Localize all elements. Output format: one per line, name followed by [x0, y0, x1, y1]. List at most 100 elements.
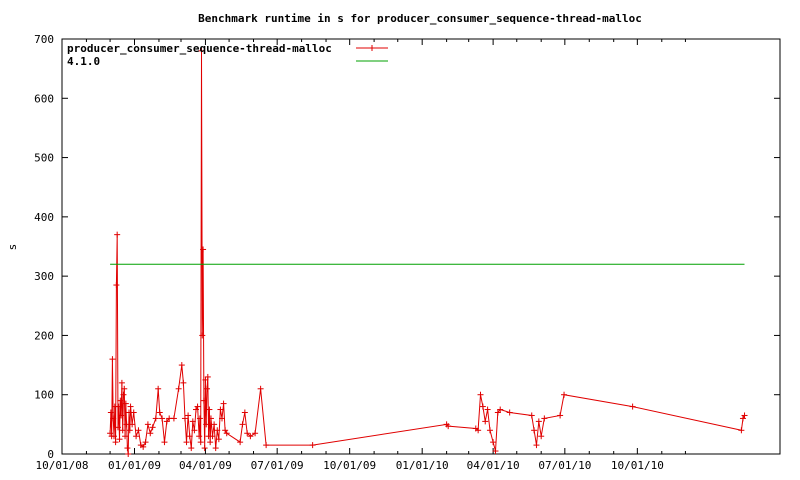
data-point: [214, 427, 221, 434]
data-point: [112, 439, 119, 446]
data-point: [191, 427, 198, 434]
data-point: [211, 421, 218, 428]
data-point: [114, 424, 121, 431]
data-point: [538, 433, 545, 440]
x-tick-label: 01/01/10: [396, 459, 449, 472]
data-point: [629, 403, 636, 410]
data-point: [181, 415, 188, 422]
data-point: [218, 415, 225, 422]
data-point: [535, 418, 542, 425]
data-point: [118, 379, 125, 386]
data-point: [217, 406, 224, 413]
y-axis-label: s: [6, 244, 19, 251]
data-point: [482, 418, 489, 425]
data-point: [183, 439, 190, 446]
x-tick-label: 07/01/10: [538, 459, 591, 472]
data-point: [204, 373, 211, 380]
data-point: [497, 406, 504, 413]
data-point: [156, 409, 163, 416]
data-point: [206, 406, 213, 413]
data-point: [127, 403, 134, 410]
data-point: [239, 421, 246, 428]
data-point: [222, 427, 229, 434]
x-axis: 10/01/08 01/01/09 04/01/09 07/01/09 10/01/09…: [36, 39, 686, 472]
data-point: [133, 433, 140, 440]
data-point: [198, 47, 205, 54]
data-point: [116, 436, 123, 443]
data-point: [147, 430, 154, 437]
data-point: [194, 403, 201, 410]
data-point: [257, 385, 264, 392]
legend: producer_consumer_sequence-thread-malloc…: [67, 42, 388, 68]
x-tick-label: 10/01/10: [611, 459, 664, 472]
data-point: [196, 433, 203, 440]
data-point: [189, 418, 196, 425]
y-tick-label: 0: [47, 448, 54, 461]
data-point: [149, 424, 156, 431]
data-point: [203, 421, 210, 428]
y-tick-label: 200: [34, 329, 54, 342]
data-point: [541, 415, 548, 422]
data-point: [118, 412, 125, 419]
data-point: [204, 385, 211, 392]
data-point: [122, 433, 129, 440]
data-point: [188, 445, 195, 452]
y-tick-label: 300: [34, 270, 54, 283]
data-point: [475, 427, 482, 434]
data-point: [175, 385, 182, 392]
data-point: [445, 423, 452, 430]
data-point: [144, 421, 151, 428]
data-point: [113, 282, 120, 289]
data-point: [115, 403, 122, 410]
data-point: [741, 412, 748, 419]
y-tick-label: 700: [34, 33, 54, 46]
data-point: [484, 406, 491, 413]
data-point: [200, 397, 207, 404]
data-point: [122, 400, 129, 407]
data-point: [130, 409, 137, 416]
x-tick-label: 07/01/09: [251, 459, 304, 472]
data-point: [477, 391, 484, 398]
data-point: [119, 427, 126, 434]
data-point: [117, 397, 124, 404]
data-point: [506, 409, 513, 416]
y-tick-label: 100: [34, 389, 54, 402]
data-point: [152, 415, 159, 422]
x-tick-label: 01/01/09: [108, 459, 161, 472]
data-point: [247, 433, 254, 440]
data-point: [557, 412, 564, 419]
series-layer: [107, 47, 748, 457]
y-tick-label: 600: [34, 92, 54, 105]
data-point: [490, 439, 497, 446]
legend-label: producer_consumer_sequence-thread-malloc: [67, 42, 332, 55]
data-point: [201, 445, 208, 452]
data-point: [739, 415, 746, 422]
y-tick-label: 400: [34, 211, 54, 224]
data-point: [252, 430, 259, 437]
data-point: [123, 421, 130, 428]
data-point: [159, 415, 166, 422]
data-point: [209, 433, 216, 440]
data-point: [212, 445, 219, 452]
data-point: [196, 415, 203, 422]
legend-marker: [369, 45, 375, 51]
data-point: [479, 403, 486, 410]
data-point: [263, 442, 270, 449]
chart-title: Benchmark runtime in s for producer_cons…: [198, 12, 642, 25]
x-tick-label: 10/01/09: [323, 459, 376, 472]
data-point: [155, 385, 162, 392]
x-tick-label: 04/01/09: [179, 459, 232, 472]
data-point: [124, 445, 131, 452]
data-point: [186, 433, 193, 440]
data-point: [486, 427, 493, 434]
data-point: [528, 412, 535, 419]
legend-label: 4.1.0: [67, 55, 100, 68]
data-point: [309, 442, 316, 449]
data-point: [197, 439, 204, 446]
data-point: [120, 391, 127, 398]
data-point: [200, 246, 207, 253]
data-point: [125, 451, 132, 457]
data-point: [109, 356, 116, 363]
y-tick-label: 500: [34, 152, 54, 165]
